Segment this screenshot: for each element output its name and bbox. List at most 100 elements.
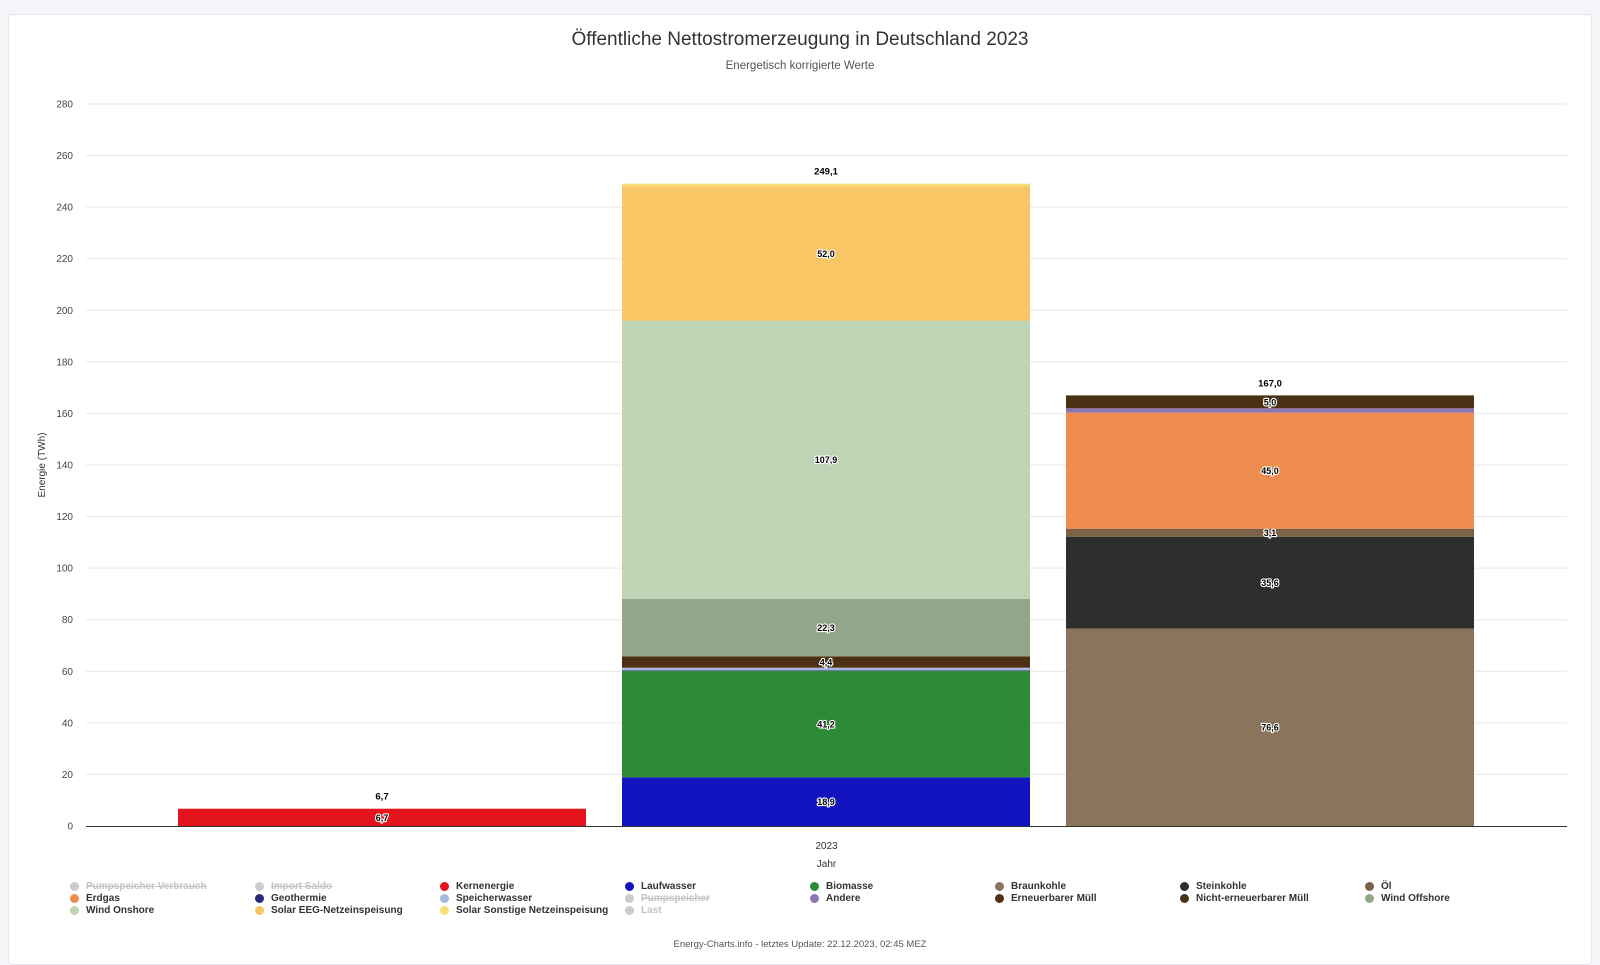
- legend-dot-icon: [810, 893, 819, 903]
- segment-data-label: 3,1: [1264, 528, 1277, 538]
- legend-label: Pumpspeicher: [641, 892, 710, 904]
- legend-label: Solar EEG-Netzeinspeisung: [271, 904, 403, 916]
- y-tick-label: 0: [67, 822, 73, 833]
- y-axis-title: Energie (TWh): [37, 432, 48, 497]
- y-tick-label: 60: [62, 667, 74, 678]
- bar-segment: [622, 598, 1030, 657]
- legend-dot-icon: [70, 893, 79, 903]
- segment-data-label: 35,6: [1261, 578, 1279, 588]
- y-tick-label: 40: [62, 718, 74, 729]
- segment-data-label: 4,4: [820, 658, 833, 668]
- segment-data-label: 22,3: [817, 623, 835, 633]
- bar-segment: [622, 667, 1030, 671]
- legend-label: Solar Sonstige Netzeinspeisung: [456, 904, 609, 916]
- legend-label: Import Saldo: [271, 880, 333, 892]
- legend-dot-icon: [1180, 881, 1189, 891]
- legend-item[interactable]: Import Saldo: [255, 880, 440, 892]
- legend-item[interactable]: Laufwasser: [625, 880, 810, 892]
- legend-item[interactable]: Andere: [810, 892, 995, 904]
- legend-dot-icon: [625, 893, 634, 903]
- legend-label: Geothermie: [271, 892, 327, 904]
- legend-dot-icon: [625, 881, 634, 891]
- legend-dot-icon: [255, 905, 264, 915]
- bar-segment: [1066, 536, 1474, 629]
- bar-segment: [1066, 528, 1474, 537]
- bar-segment: [1066, 628, 1474, 826]
- stacked-bar-chart: 0 20 40 60 80 100 120 140 160 180 200 220 240 260 280 E…: [37, 100, 1567, 870]
- legend-dot-icon: [70, 881, 79, 891]
- legend-dot-icon: [995, 893, 1004, 903]
- legend-item[interactable]: Pumpspeicher Verbrauch: [70, 880, 255, 892]
- segment-data-label: 76,6: [1261, 723, 1279, 733]
- segment-data-label: 107,9: [815, 455, 838, 465]
- bar-segment: [622, 186, 1030, 321]
- bar-total-label: 249,1: [814, 167, 838, 178]
- legend-label: Wind Onshore: [86, 904, 155, 916]
- legend-dot-icon: [810, 881, 819, 891]
- legend-dot-icon: [625, 905, 634, 915]
- segment-data-label: 18,9: [817, 797, 835, 807]
- legend-label: Last: [641, 904, 662, 916]
- legend-label: Speicherwasser: [456, 892, 533, 904]
- segment-data-label: 45,0: [1261, 466, 1279, 476]
- bar-segment: [622, 670, 1030, 672]
- legend-label: Laufwasser: [641, 880, 697, 892]
- bar-segment: [1066, 412, 1474, 529]
- legend-item[interactable]: Wind Offshore: [1365, 892, 1550, 904]
- legend-label: Braunkohle: [1011, 880, 1067, 892]
- y-tick-label: 280: [56, 100, 73, 111]
- legend-item[interactable]: Biomasse: [810, 880, 995, 892]
- legend-item[interactable]: Solar EEG-Netzeinspeisung: [255, 904, 440, 916]
- legend-item[interactable]: Erdgas: [70, 892, 255, 904]
- legend-dot-icon: [1365, 893, 1374, 903]
- segment-data-label: 52,0: [817, 249, 835, 259]
- legend-item[interactable]: Pumpspeicher: [625, 892, 810, 904]
- bar-segment: [622, 656, 1030, 668]
- legend-item[interactable]: Solar Sonstige Netzeinspeisung: [440, 904, 625, 916]
- legend-label: Steinkohle: [1196, 880, 1247, 892]
- x-tick-label: 2023: [815, 841, 838, 852]
- chart-legend: Pumpspeicher Verbrauch Import Saldo Kernen…: [70, 880, 1550, 916]
- legend-dot-icon: [1365, 881, 1374, 891]
- legend-item[interactable]: Last: [625, 904, 810, 916]
- legend-item[interactable]: Geothermie: [255, 892, 440, 904]
- legend-dot-icon: [995, 881, 1004, 891]
- legend-item[interactable]: Wind Onshore: [70, 904, 255, 916]
- segment-data-label: 41,2: [817, 720, 835, 730]
- legend-label: Kernenergie: [456, 880, 515, 892]
- bar-segment: [622, 777, 1030, 826]
- legend-dot-icon: [70, 905, 79, 915]
- chart-title: Öffentliche Nettostromerzeugung in Deuts…: [571, 29, 1029, 50]
- bar-segment: [1066, 395, 1474, 409]
- credits[interactable]: Energy-Charts.info - letztes Update: 22.…: [673, 939, 927, 950]
- legend-label: Erdgas: [86, 892, 120, 904]
- y-tick-label: 160: [56, 409, 73, 420]
- legend-label: Andere: [826, 892, 861, 904]
- y-tick-label: 200: [56, 306, 73, 317]
- legend-item[interactable]: Speicherwasser: [440, 892, 625, 904]
- y-tick-label: 260: [56, 151, 73, 162]
- legend-dot-icon: [440, 881, 449, 891]
- legend-label: Pumpspeicher Verbrauch: [86, 880, 207, 892]
- legend-label: Wind Offshore: [1381, 892, 1450, 904]
- legend-item[interactable]: Öl: [1365, 880, 1550, 892]
- bar-segment: [622, 183, 1030, 187]
- bar-total-label: 6,7: [375, 792, 388, 803]
- bar-segment: [622, 671, 1030, 778]
- legend-item[interactable]: Kernenergie: [440, 880, 625, 892]
- legend-item[interactable]: Steinkohle: [1180, 880, 1365, 892]
- legend-dot-icon: [255, 893, 264, 903]
- legend-item[interactable]: Braunkohle: [995, 880, 1180, 892]
- y-tick-label: 240: [56, 203, 73, 214]
- legend-item[interactable]: Erneuerbarer Müll: [995, 892, 1180, 904]
- y-tick-label: 180: [56, 357, 73, 368]
- chart-subtitle: Energetisch korrigierte Werte: [725, 60, 875, 72]
- legend-dot-icon: [440, 905, 449, 915]
- legend-dot-icon: [1180, 893, 1189, 903]
- legend-label: Nicht-erneuerbarer Müll: [1196, 892, 1309, 904]
- legend-label: Öl: [1381, 880, 1392, 892]
- y-tick-label: 100: [56, 564, 73, 575]
- legend-dot-icon: [255, 881, 264, 891]
- x-axis-title: Jahr: [817, 859, 837, 870]
- legend-item[interactable]: Nicht-erneuerbarer Müll: [1180, 892, 1365, 904]
